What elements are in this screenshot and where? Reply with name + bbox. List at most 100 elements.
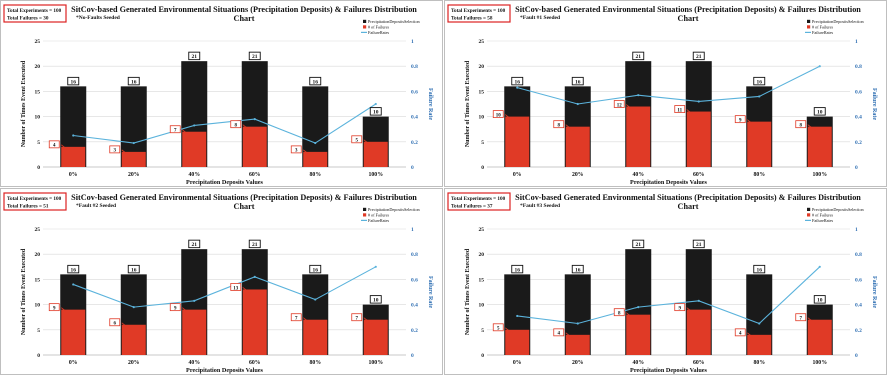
data-label-failures-text: 9 <box>739 118 742 123</box>
data-label-total-box <box>188 51 201 61</box>
bar-failures <box>182 131 207 167</box>
chart-panel-fault-3: Total Experiments = 100 Total Failures = … <box>444 188 887 375</box>
data-label-failures-text: 8 <box>800 123 803 128</box>
y2-tick-label: 0.4 <box>855 303 862 309</box>
data-label-total-text: 16 <box>131 267 137 273</box>
data-label-failures-leader <box>686 307 695 314</box>
legend: PrecipitationDepositsSelection# of Failu… <box>361 19 421 35</box>
y-tick-label: 10 <box>35 115 41 121</box>
data-label-failures-leader <box>505 114 514 121</box>
bar-failures <box>303 151 328 167</box>
info-line: Total Experiments = 100 <box>7 8 62 14</box>
data-label-failures-box <box>48 303 60 312</box>
data-label-failures: 9 <box>734 115 756 126</box>
chart-title-line-1: SitCov-based Generated Environmental Sit… <box>515 5 861 14</box>
legend-label: PrecipitationDepositsSelection <box>812 19 865 24</box>
legend-swatch <box>807 213 811 217</box>
data-label-total-box <box>511 76 524 86</box>
data-label-total-text: 21 <box>252 54 258 60</box>
data-label-failures-text: 5 <box>497 327 500 332</box>
data-label-failures-box <box>48 140 60 149</box>
point-failure-rate <box>72 283 75 286</box>
data-label-failures-text: 8 <box>558 123 561 128</box>
data-label-failures: 5 <box>351 135 372 147</box>
y2-tick-label: 0.6 <box>411 89 418 95</box>
data-label-failures-leader <box>747 332 756 340</box>
data-label-total: 21 <box>188 51 201 61</box>
data-label-failures-box <box>230 283 242 291</box>
data-label-total: 16 <box>309 264 322 273</box>
data-label-failures-leader <box>363 139 372 147</box>
data-label-total-text: 21 <box>252 242 258 248</box>
chart-title-line-1: SitCov-based Generated Environmental Sit… <box>71 5 417 14</box>
data-label-failures-leader <box>363 317 372 325</box>
y-tick-label: 20 <box>479 64 485 70</box>
data-label-total-text: 10 <box>817 298 823 304</box>
bar-failures <box>363 319 388 355</box>
point-failure-rate <box>253 118 256 121</box>
x-tick-label: 60% <box>693 172 705 178</box>
data-label-total-box <box>753 264 766 274</box>
line-failure-rate <box>73 103 377 144</box>
line-failure-rate <box>517 65 820 105</box>
data-label-failures: 7 <box>169 125 191 137</box>
chart-title-line-1: SitCov-based Generated Environmental Sit… <box>515 193 861 202</box>
x-tick-label: 100% <box>369 360 384 366</box>
bar-failures <box>807 126 832 167</box>
legend-swatch <box>363 213 367 217</box>
y-tick-label: 20 <box>35 252 41 258</box>
data-label-failures-text: 4 <box>739 332 742 337</box>
info-box-border <box>3 192 67 211</box>
data-label-total: 10 <box>369 107 382 116</box>
point-failure-rate <box>697 100 700 103</box>
line-failure-rate <box>517 266 821 325</box>
point-failure-rate <box>374 265 377 268</box>
y2-tick-label: 0 <box>411 165 414 171</box>
data-label-failures: 7 <box>290 313 312 325</box>
y2-tick-label: 0.4 <box>855 115 862 121</box>
data-label-failures-leader <box>807 124 816 131</box>
y2-tick-label: 0.8 <box>411 64 418 70</box>
bar-failures <box>747 121 772 167</box>
data-label-total-text: 16 <box>515 267 521 273</box>
legend-label: FailureRates <box>812 30 834 35</box>
data-label-failures-box <box>290 145 302 154</box>
y-tick-label: 0 <box>481 165 484 171</box>
bar-failures <box>565 334 590 355</box>
bar-failures <box>747 334 772 355</box>
point-failure-rate <box>637 94 640 97</box>
chart-title-line-2: Chart <box>678 14 699 23</box>
data-label-total-text: 16 <box>313 79 319 85</box>
data-label-total: 21 <box>632 51 645 60</box>
info-box-border <box>3 4 67 23</box>
point-failure-rate <box>576 102 579 106</box>
data-label-failures-text: 7 <box>295 317 298 322</box>
data-label-total: 16 <box>571 76 584 85</box>
chart-title-line-2: Chart <box>234 202 255 211</box>
y-tick-label: 5 <box>37 328 40 334</box>
chart-subtitle: *Fault #1 Seeded <box>520 15 560 21</box>
y-tick-label: 10 <box>479 115 485 121</box>
legend-swatch <box>363 207 367 211</box>
data-label-failures-text: 7 <box>174 129 177 134</box>
data-label-failures: 9 <box>48 303 70 314</box>
data-label-total: 21 <box>692 51 705 60</box>
x-tick-label: 0% <box>69 172 78 178</box>
data-label-failures: 4 <box>48 140 70 152</box>
info-box: Total Experiments = 100 Total Failures = … <box>447 4 511 23</box>
data-label-failures-box <box>492 323 504 332</box>
y-tick-label: 15 <box>35 277 41 283</box>
data-label-total-box <box>632 239 645 249</box>
y-tick-label: 15 <box>35 89 41 95</box>
info-line: Total Experiments = 100 <box>7 196 62 202</box>
data-label-failures-leader <box>747 119 756 126</box>
data-label-failures-text: 7 <box>356 317 359 322</box>
data-label-failures-text: 10 <box>496 113 502 118</box>
data-label-total-box <box>248 239 261 249</box>
chart-subtitle: *No-Faults Seeded <box>76 15 120 21</box>
data-label-failures: 8 <box>613 308 635 319</box>
point-failure-rate <box>132 141 135 145</box>
data-label-total-box <box>753 76 766 86</box>
y2-axis-title: Failure Rate <box>427 88 433 120</box>
bar-failures <box>505 116 530 167</box>
